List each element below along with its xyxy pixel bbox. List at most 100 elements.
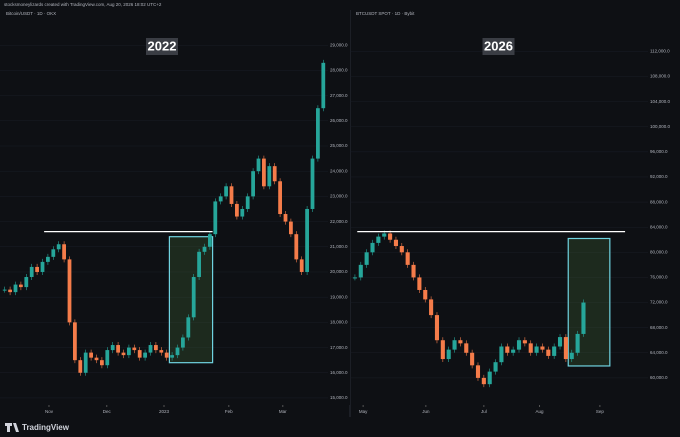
candle [35, 266, 39, 272]
candle [393, 239, 399, 247]
candle [186, 317, 191, 338]
candle [235, 203, 239, 217]
candle [19, 284, 23, 288]
candle [127, 347, 131, 356]
candle [528, 343, 533, 353]
y-tick-label: 92,000.0 [650, 174, 668, 179]
candle [487, 371, 492, 385]
candle [8, 289, 12, 293]
y-tick-label: 29,000.0 [330, 42, 348, 47]
candle [575, 333, 580, 353]
candle [440, 340, 445, 360]
candle [272, 166, 277, 182]
x-tick-label: Feb [225, 409, 233, 414]
candle [208, 234, 212, 247]
annotation: 2026 [484, 38, 513, 53]
candle [262, 158, 266, 187]
candle [197, 251, 201, 278]
candle [137, 350, 142, 358]
y-tick-label: 22,000.0 [330, 219, 348, 224]
candle [62, 244, 66, 260]
y-tick-label: 104,000.0 [650, 99, 671, 104]
candle [51, 249, 56, 257]
candle [505, 346, 510, 353]
candle [13, 284, 18, 293]
annotation-bg [146, 38, 178, 55]
candle [464, 343, 469, 353]
candle [73, 322, 77, 361]
candle [289, 221, 293, 235]
y-tick-label: 26,000.0 [330, 118, 348, 123]
y-tick-label: 80,000.0 [650, 249, 668, 254]
candle [470, 352, 475, 366]
x-tick-label: Jun [422, 409, 430, 414]
x-tick-label: Dec [103, 409, 112, 414]
y-tick-label: 88,000.0 [650, 199, 668, 204]
candle [516, 340, 522, 350]
candle [256, 158, 261, 172]
candle [511, 349, 516, 353]
candle [552, 346, 557, 356]
y-tick-label: 23,000.0 [330, 194, 348, 199]
footer-bar [0, 417, 680, 437]
pane-title: Bitcoin/USDT · 1D · OKX [6, 11, 56, 16]
footer-logo-icon [5, 423, 19, 432]
candle [557, 337, 563, 347]
candle [305, 208, 309, 272]
candle [89, 352, 93, 358]
candle [164, 352, 169, 358]
candle [159, 350, 164, 353]
candle [170, 355, 174, 358]
candle [224, 186, 228, 197]
candle [321, 62, 326, 109]
candle [446, 349, 451, 360]
highlight-box [567, 237, 611, 367]
candle [475, 365, 481, 378]
candle [29, 266, 34, 278]
candle [423, 289, 428, 300]
y-tick-label: 76,000.0 [650, 275, 668, 280]
candle [452, 340, 457, 350]
candle [569, 352, 574, 360]
y-tick-label: 18,000.0 [330, 320, 348, 325]
pane-title: BTCUSDT SPOT · 1D · Bybit [356, 11, 415, 16]
candle [94, 357, 99, 361]
candle [358, 264, 363, 278]
candle [67, 259, 72, 323]
candle [417, 277, 422, 290]
candle [382, 233, 387, 237]
candle [493, 362, 498, 372]
y-tick-label: 72,000.0 [650, 300, 668, 305]
candle [83, 352, 88, 373]
y-tick-label: 20,000.0 [330, 269, 348, 274]
y-tick-label: 17,000.0 [330, 345, 348, 350]
candle [522, 340, 527, 344]
candle [283, 214, 288, 222]
y-tick-label: 15,000.0 [330, 395, 348, 400]
candle [116, 345, 120, 353]
candle [2, 289, 7, 291]
price-axis [328, 10, 350, 405]
candle [78, 360, 83, 373]
candle [213, 201, 218, 235]
candle [299, 259, 304, 272]
candle [240, 208, 245, 217]
y-tick-label: 16,000.0 [330, 370, 348, 375]
candle [310, 158, 315, 209]
candle [434, 315, 440, 341]
candle [563, 337, 568, 360]
y-tick-label: 100,000.0 [650, 124, 671, 129]
x-tick-label: May [359, 409, 368, 414]
candle [458, 340, 463, 344]
candle [581, 302, 586, 334]
price-axis [648, 10, 680, 405]
candle [388, 233, 393, 240]
y-tick-label: 27,000.0 [330, 93, 348, 98]
candle [499, 346, 504, 363]
candle [229, 186, 234, 204]
candle [24, 277, 29, 288]
y-tick-label: 19,000.0 [330, 294, 348, 299]
candle [534, 346, 539, 353]
candle [110, 345, 115, 351]
